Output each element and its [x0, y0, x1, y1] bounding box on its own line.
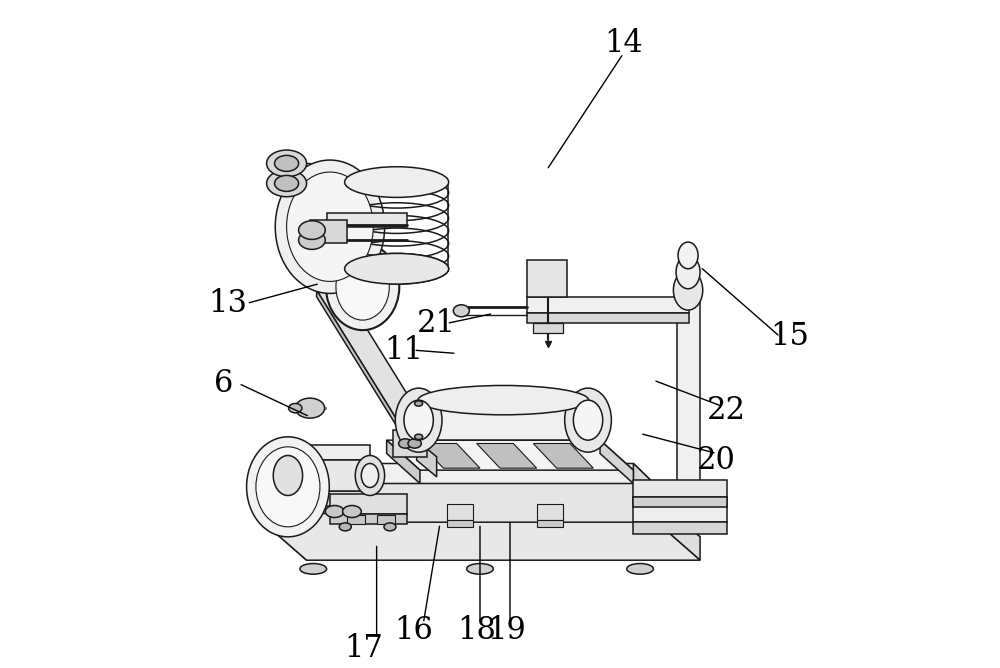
Ellipse shape	[404, 400, 433, 440]
Ellipse shape	[467, 564, 493, 574]
Ellipse shape	[627, 564, 653, 574]
Ellipse shape	[673, 270, 703, 310]
Text: 18: 18	[457, 615, 496, 646]
Polygon shape	[527, 313, 689, 323]
Polygon shape	[420, 444, 480, 468]
Polygon shape	[353, 484, 673, 522]
Polygon shape	[253, 514, 700, 560]
Text: 16: 16	[394, 615, 433, 646]
Polygon shape	[417, 400, 437, 437]
Ellipse shape	[345, 167, 449, 198]
Text: 19: 19	[487, 615, 526, 646]
Ellipse shape	[453, 305, 469, 317]
Polygon shape	[447, 504, 473, 520]
Ellipse shape	[275, 156, 299, 172]
Polygon shape	[417, 400, 590, 440]
Text: 22: 22	[707, 395, 746, 426]
Polygon shape	[633, 464, 673, 522]
Polygon shape	[330, 494, 407, 514]
Polygon shape	[633, 497, 727, 522]
Polygon shape	[353, 464, 393, 522]
Polygon shape	[477, 444, 537, 468]
Ellipse shape	[384, 523, 396, 531]
Ellipse shape	[418, 385, 589, 415]
Text: 13: 13	[208, 288, 247, 319]
Polygon shape	[288, 491, 370, 506]
Ellipse shape	[267, 150, 307, 177]
Ellipse shape	[273, 456, 303, 496]
Polygon shape	[600, 440, 633, 484]
Ellipse shape	[256, 447, 320, 527]
Polygon shape	[288, 460, 370, 491]
Ellipse shape	[395, 388, 442, 452]
Polygon shape	[253, 490, 307, 560]
Polygon shape	[387, 440, 633, 470]
Ellipse shape	[408, 439, 421, 448]
Polygon shape	[447, 520, 473, 527]
Ellipse shape	[275, 160, 385, 293]
Text: 15: 15	[771, 321, 810, 352]
Polygon shape	[533, 323, 563, 333]
Polygon shape	[633, 497, 727, 507]
Ellipse shape	[345, 253, 449, 284]
Polygon shape	[317, 290, 403, 437]
Polygon shape	[288, 446, 370, 460]
Polygon shape	[647, 490, 700, 560]
Ellipse shape	[415, 434, 423, 440]
Polygon shape	[310, 220, 347, 243]
Polygon shape	[253, 490, 700, 537]
Ellipse shape	[275, 176, 299, 192]
Ellipse shape	[415, 401, 423, 406]
Text: 14: 14	[604, 28, 643, 59]
Ellipse shape	[267, 170, 307, 197]
Polygon shape	[317, 280, 423, 430]
Polygon shape	[330, 514, 407, 524]
Ellipse shape	[676, 255, 700, 289]
Text: 11: 11	[384, 335, 423, 365]
Polygon shape	[633, 480, 727, 497]
Ellipse shape	[565, 388, 611, 452]
Ellipse shape	[361, 464, 379, 488]
Ellipse shape	[339, 523, 351, 531]
Ellipse shape	[399, 439, 412, 448]
Ellipse shape	[289, 403, 302, 413]
Polygon shape	[633, 522, 727, 534]
Polygon shape	[353, 464, 673, 502]
Polygon shape	[527, 297, 689, 313]
Text: 6: 6	[214, 368, 233, 399]
Polygon shape	[377, 515, 395, 524]
Polygon shape	[677, 522, 700, 530]
Polygon shape	[417, 440, 437, 477]
Ellipse shape	[299, 220, 325, 239]
Text: 20: 20	[697, 445, 736, 476]
Polygon shape	[327, 213, 407, 226]
Ellipse shape	[355, 456, 385, 496]
Polygon shape	[537, 520, 563, 527]
Polygon shape	[527, 260, 567, 297]
Text: 17: 17	[344, 633, 383, 664]
Ellipse shape	[295, 398, 325, 418]
Ellipse shape	[325, 506, 344, 518]
Polygon shape	[347, 515, 365, 524]
Ellipse shape	[247, 437, 329, 537]
Ellipse shape	[678, 242, 698, 269]
Polygon shape	[533, 444, 593, 468]
Ellipse shape	[300, 564, 327, 574]
Polygon shape	[537, 504, 563, 520]
Polygon shape	[387, 440, 420, 484]
Ellipse shape	[343, 506, 361, 518]
Polygon shape	[677, 290, 700, 522]
Polygon shape	[393, 430, 427, 457]
Text: 21: 21	[417, 308, 456, 339]
Ellipse shape	[287, 172, 373, 281]
Ellipse shape	[336, 253, 389, 320]
Ellipse shape	[299, 230, 325, 249]
Ellipse shape	[573, 400, 603, 440]
Ellipse shape	[326, 243, 399, 330]
